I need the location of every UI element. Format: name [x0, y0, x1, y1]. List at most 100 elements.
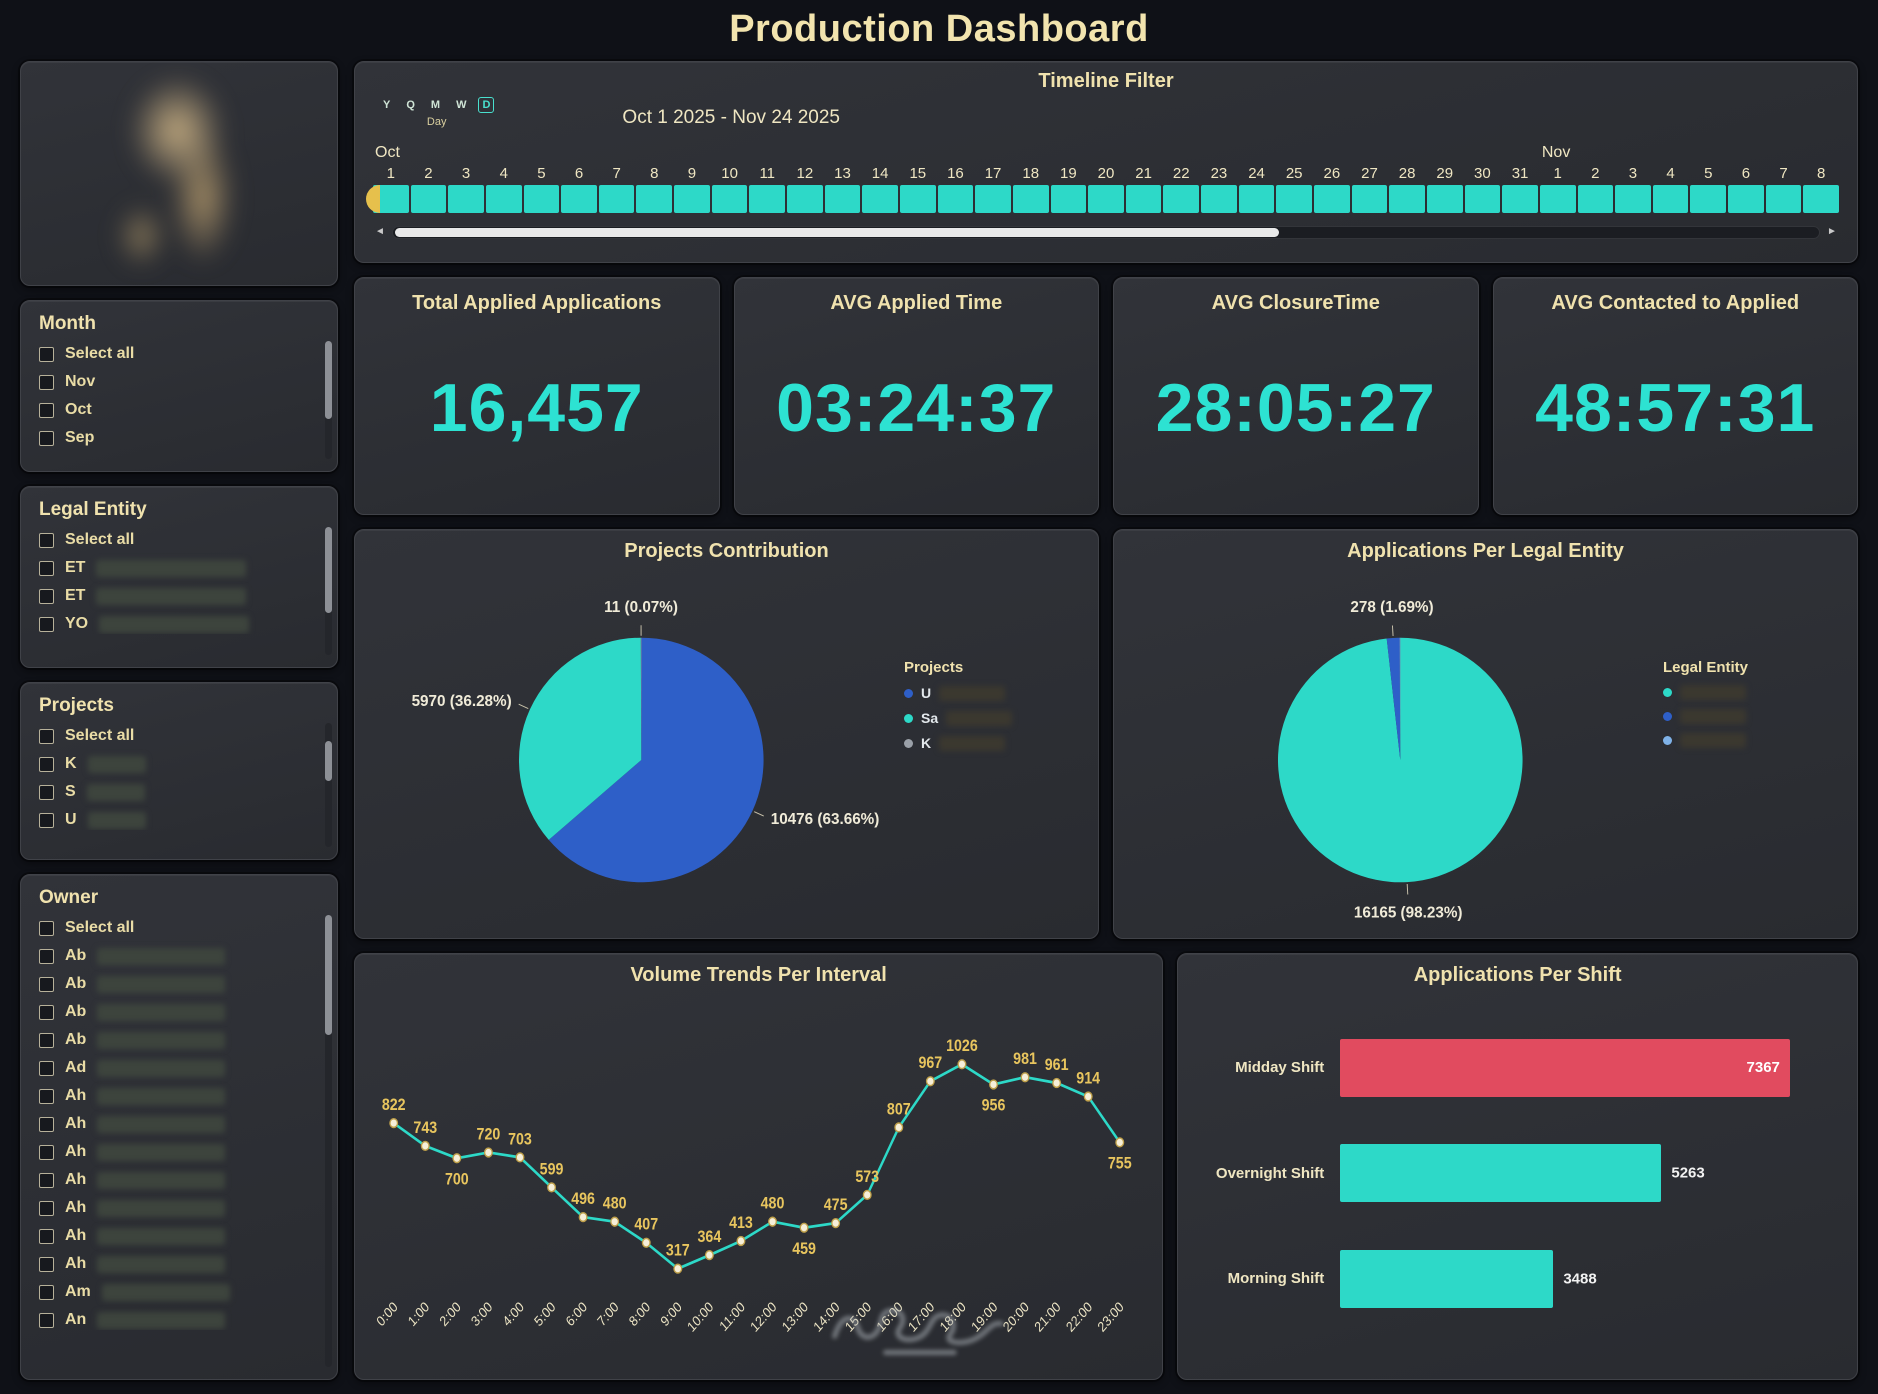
timeline-day-nov-2[interactable]: 2	[1577, 143, 1614, 213]
timeline-day-block[interactable]	[1803, 185, 1839, 213]
checkbox-icon[interactable]	[39, 1032, 54, 1048]
filter-option-s[interactable]: S	[39, 782, 317, 802]
timeline-day-oct-28[interactable]: 28	[1389, 143, 1425, 213]
bar[interactable]: 7367	[1340, 1038, 1790, 1097]
data-point[interactable]	[483, 1147, 493, 1158]
timeline-day-block[interactable]	[561, 185, 597, 213]
checkbox-icon[interactable]	[39, 976, 54, 992]
filter-option-an[interactable]: An	[39, 1310, 317, 1330]
filter-option-et[interactable]: ET	[39, 586, 317, 606]
pie-slice[interactable]	[518, 637, 642, 840]
timeline-day-oct-19[interactable]: 19	[1050, 143, 1087, 213]
data-point[interactable]	[610, 1216, 620, 1228]
timeline-day-block[interactable]	[1426, 185, 1463, 213]
filter-option-ah[interactable]: Ah	[39, 1170, 317, 1190]
timeline-day-oct-8[interactable]: 8	[636, 143, 673, 213]
timeline-day-block[interactable]	[711, 185, 748, 213]
checkbox-icon[interactable]	[39, 346, 54, 362]
timeline-day-oct-26[interactable]: 26	[1314, 143, 1350, 213]
timeline-day-oct-10[interactable]: 10	[711, 143, 748, 213]
scroll-left-arrow-icon[interactable]: ◄	[375, 226, 385, 237]
bar[interactable]	[1340, 1144, 1662, 1203]
scrollbar-thumb[interactable]	[325, 527, 332, 613]
filter-option-select-all[interactable]: Select all	[39, 918, 317, 938]
timeline-day-block[interactable]	[1728, 185, 1764, 213]
granularity-button-w[interactable]: W	[456, 99, 467, 111]
legend-item[interactable]: Sa	[904, 710, 1084, 726]
data-point[interactable]	[1052, 1078, 1062, 1089]
filter-option-ab[interactable]: Ab	[39, 1030, 317, 1050]
checkbox-icon[interactable]	[39, 402, 54, 418]
timeline-day-oct-30[interactable]: 30	[1464, 143, 1501, 213]
filter-option-oct[interactable]: Oct	[39, 400, 317, 420]
pie-slice[interactable]	[640, 637, 642, 760]
timeline-day-block[interactable]	[899, 185, 936, 213]
timeline-day-block[interactable]	[1577, 185, 1614, 213]
data-point[interactable]	[420, 1141, 430, 1152]
filter-option-u[interactable]: U	[39, 810, 317, 830]
filter-option-ah[interactable]: Ah	[39, 1086, 317, 1106]
timeline-day-oct-9[interactable]: 9	[674, 143, 710, 213]
granularity-button-m[interactable]: M	[430, 99, 441, 111]
pie-slice[interactable]	[1277, 637, 1523, 883]
timeline-day-nov-5[interactable]: 5	[1690, 143, 1727, 213]
granularity-button-d[interactable]: D	[478, 97, 495, 113]
checkbox-icon[interactable]	[39, 1200, 54, 1216]
timeline-day-block[interactable]	[1502, 185, 1538, 213]
filter-option-select-all[interactable]: Select all	[39, 344, 317, 364]
timeline-day-oct-24[interactable]: 24	[1238, 143, 1275, 213]
timeline-day-block[interactable]	[1314, 185, 1350, 213]
scrollbar[interactable]	[325, 915, 332, 1367]
data-point[interactable]	[1020, 1072, 1030, 1083]
checkbox-icon[interactable]	[39, 1172, 54, 1188]
timeline-day-oct-14[interactable]: 14	[862, 143, 898, 213]
timeline-day-nov-4[interactable]: 4	[1652, 143, 1689, 213]
timeline-day-oct-6[interactable]: 6	[561, 143, 597, 213]
data-point[interactable]	[673, 1263, 683, 1275]
filter-option-et[interactable]: ET	[39, 558, 317, 578]
scrollbar-thumb[interactable]	[395, 227, 1280, 237]
timeline-day-block[interactable]	[598, 185, 635, 213]
data-point[interactable]	[641, 1237, 651, 1249]
timeline-day-oct-4[interactable]: 4	[485, 143, 522, 213]
timeline-day-block[interactable]	[1464, 185, 1501, 213]
timeline-day-oct-15[interactable]: 15	[899, 143, 936, 213]
filter-option-select-all[interactable]: Select all	[39, 726, 317, 746]
filter-option-sep[interactable]: Sep	[39, 428, 317, 448]
checkbox-icon[interactable]	[39, 1088, 54, 1104]
scrollbar-track[interactable]	[392, 225, 1820, 239]
timeline-day-block[interactable]	[448, 185, 484, 213]
filter-option-ab[interactable]: Ab	[39, 946, 317, 966]
timeline-day-nov-8[interactable]: 8	[1803, 143, 1839, 213]
filter-option-ab[interactable]: Ab	[39, 974, 317, 994]
granularity-button-q[interactable]: Q	[406, 99, 415, 111]
scrollbar-thumb[interactable]	[325, 341, 332, 419]
data-point[interactable]	[1083, 1091, 1093, 1102]
checkbox-icon[interactable]	[39, 1284, 54, 1300]
timeline-day-oct-3[interactable]: 3	[448, 143, 484, 213]
timeline-day-block[interactable]	[1163, 185, 1200, 213]
timeline-day-block[interactable]	[485, 185, 522, 213]
timeline-day-block[interactable]	[749, 185, 786, 213]
checkbox-icon[interactable]	[39, 784, 54, 800]
data-point[interactable]	[862, 1190, 872, 1201]
filter-option-ah[interactable]: Ah	[39, 1226, 317, 1246]
checkbox-icon[interactable]	[39, 1256, 54, 1272]
scrollbar-thumb[interactable]	[325, 741, 332, 781]
data-point[interactable]	[704, 1250, 714, 1261]
timeline-day-oct-29[interactable]: 29	[1426, 143, 1463, 213]
checkbox-icon[interactable]	[39, 920, 54, 936]
checkbox-icon[interactable]	[39, 532, 54, 548]
timeline-day-block[interactable]	[1125, 185, 1162, 213]
filter-option-ah[interactable]: Ah	[39, 1198, 317, 1218]
legend-item[interactable]	[1663, 733, 1843, 748]
timeline-day-block[interactable]	[1238, 185, 1275, 213]
timeline-day-oct-21[interactable]: 21	[1125, 143, 1162, 213]
data-point[interactable]	[925, 1076, 935, 1087]
timeline-day-nov-7[interactable]: 7	[1765, 143, 1802, 213]
filter-option-select-all[interactable]: Select all	[39, 530, 317, 550]
data-point[interactable]	[1115, 1137, 1125, 1148]
filter-option-am[interactable]: Am	[39, 1282, 317, 1302]
checkbox-icon[interactable]	[39, 1004, 54, 1020]
granularity-button-y[interactable]: Y	[383, 99, 391, 111]
